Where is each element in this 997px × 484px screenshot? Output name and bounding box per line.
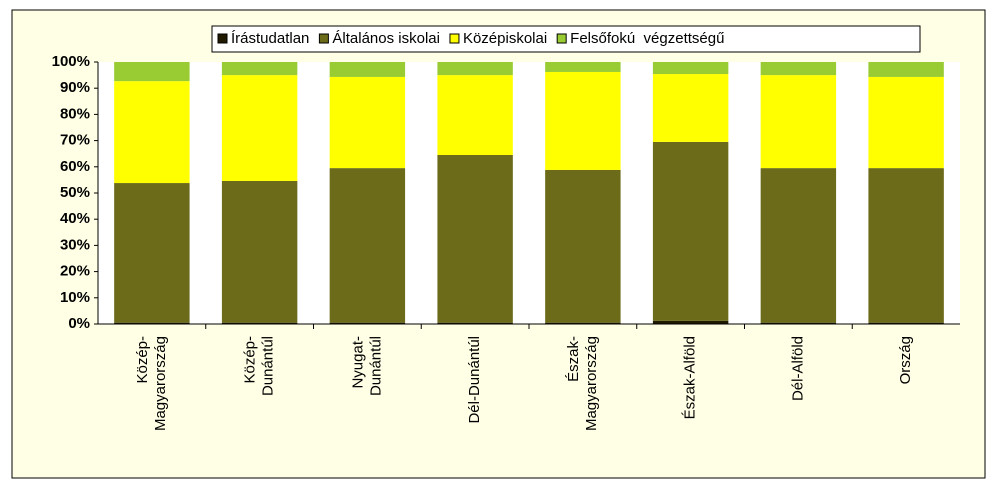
x-tick-label: Dél-Dunántúl <box>466 336 483 424</box>
x-tick-label: Dél-Alföld <box>789 336 806 401</box>
bar-segment <box>760 322 837 324</box>
legend-swatch <box>318 33 329 44</box>
x-tick-label: Magyarország <box>152 336 169 431</box>
bar-segment <box>437 75 513 156</box>
legend-swatch <box>449 33 460 44</box>
bar-segment <box>437 322 513 324</box>
legend-swatch <box>217 33 228 44</box>
bar-segment <box>221 322 298 324</box>
y-tick-label: 50% <box>60 184 90 201</box>
y-tick-label: 70% <box>60 132 90 149</box>
bar-segment <box>221 75 298 181</box>
x-tick-label: Nyugat- <box>349 336 366 389</box>
bar-segment <box>329 322 406 324</box>
legend-label: Általános iskolai <box>332 30 440 47</box>
x-tick-label: Közép- <box>242 336 259 384</box>
bar-segment <box>868 76 944 169</box>
bar-segment <box>545 62 621 72</box>
bar-segment <box>760 75 837 169</box>
y-tick-label: 90% <box>60 79 90 96</box>
bar-segment <box>652 320 729 324</box>
legend-label: Középiskolai <box>463 30 547 47</box>
bar-segment <box>114 183 190 323</box>
bar-segment <box>652 74 729 142</box>
bar-segment <box>652 141 729 321</box>
x-tick-label: Észak-Alföld <box>682 336 699 419</box>
x-tick-label: Magyarország <box>583 336 600 431</box>
y-tick-label: 0% <box>68 315 90 332</box>
bar-segment <box>329 62 406 77</box>
y-tick-label: 80% <box>60 105 90 122</box>
bar-segment <box>652 62 729 75</box>
y-tick-label: 10% <box>60 289 90 306</box>
bar-segment <box>760 168 837 323</box>
x-tick-label: Dunántúl <box>260 336 277 396</box>
bar-segment <box>437 155 513 323</box>
x-tick-label: Közép- <box>134 336 151 384</box>
bar-segment <box>545 322 621 324</box>
bar-segment <box>437 62 513 76</box>
bar-segment <box>329 76 406 169</box>
legend-label: Felsőfokú végzettségű <box>570 30 724 47</box>
bar-segment <box>868 62 944 77</box>
bar-segment <box>329 168 406 323</box>
legend-swatch <box>556 33 567 44</box>
y-tick-label: 40% <box>60 210 90 227</box>
bar-segment <box>868 322 944 324</box>
y-tick-label: 60% <box>60 158 90 175</box>
bar-segment <box>760 62 837 76</box>
bar-segment <box>868 168 944 323</box>
bar-segment <box>114 62 190 82</box>
bar-segment <box>221 180 298 323</box>
bar-segment <box>114 322 190 324</box>
x-tick-label: Ország <box>897 336 914 384</box>
y-tick-label: 20% <box>60 263 90 280</box>
legend-label: Írástudatlan <box>231 30 309 47</box>
bar-segment <box>545 71 621 170</box>
bar-segment <box>114 81 190 184</box>
bar-segment <box>545 169 621 323</box>
y-tick-label: 100% <box>52 53 90 70</box>
y-tick-label: 30% <box>60 236 90 253</box>
x-tick-label: Észak- <box>565 336 582 382</box>
x-tick-label: Dunántúl <box>367 336 384 396</box>
bar-segment <box>221 62 298 76</box>
